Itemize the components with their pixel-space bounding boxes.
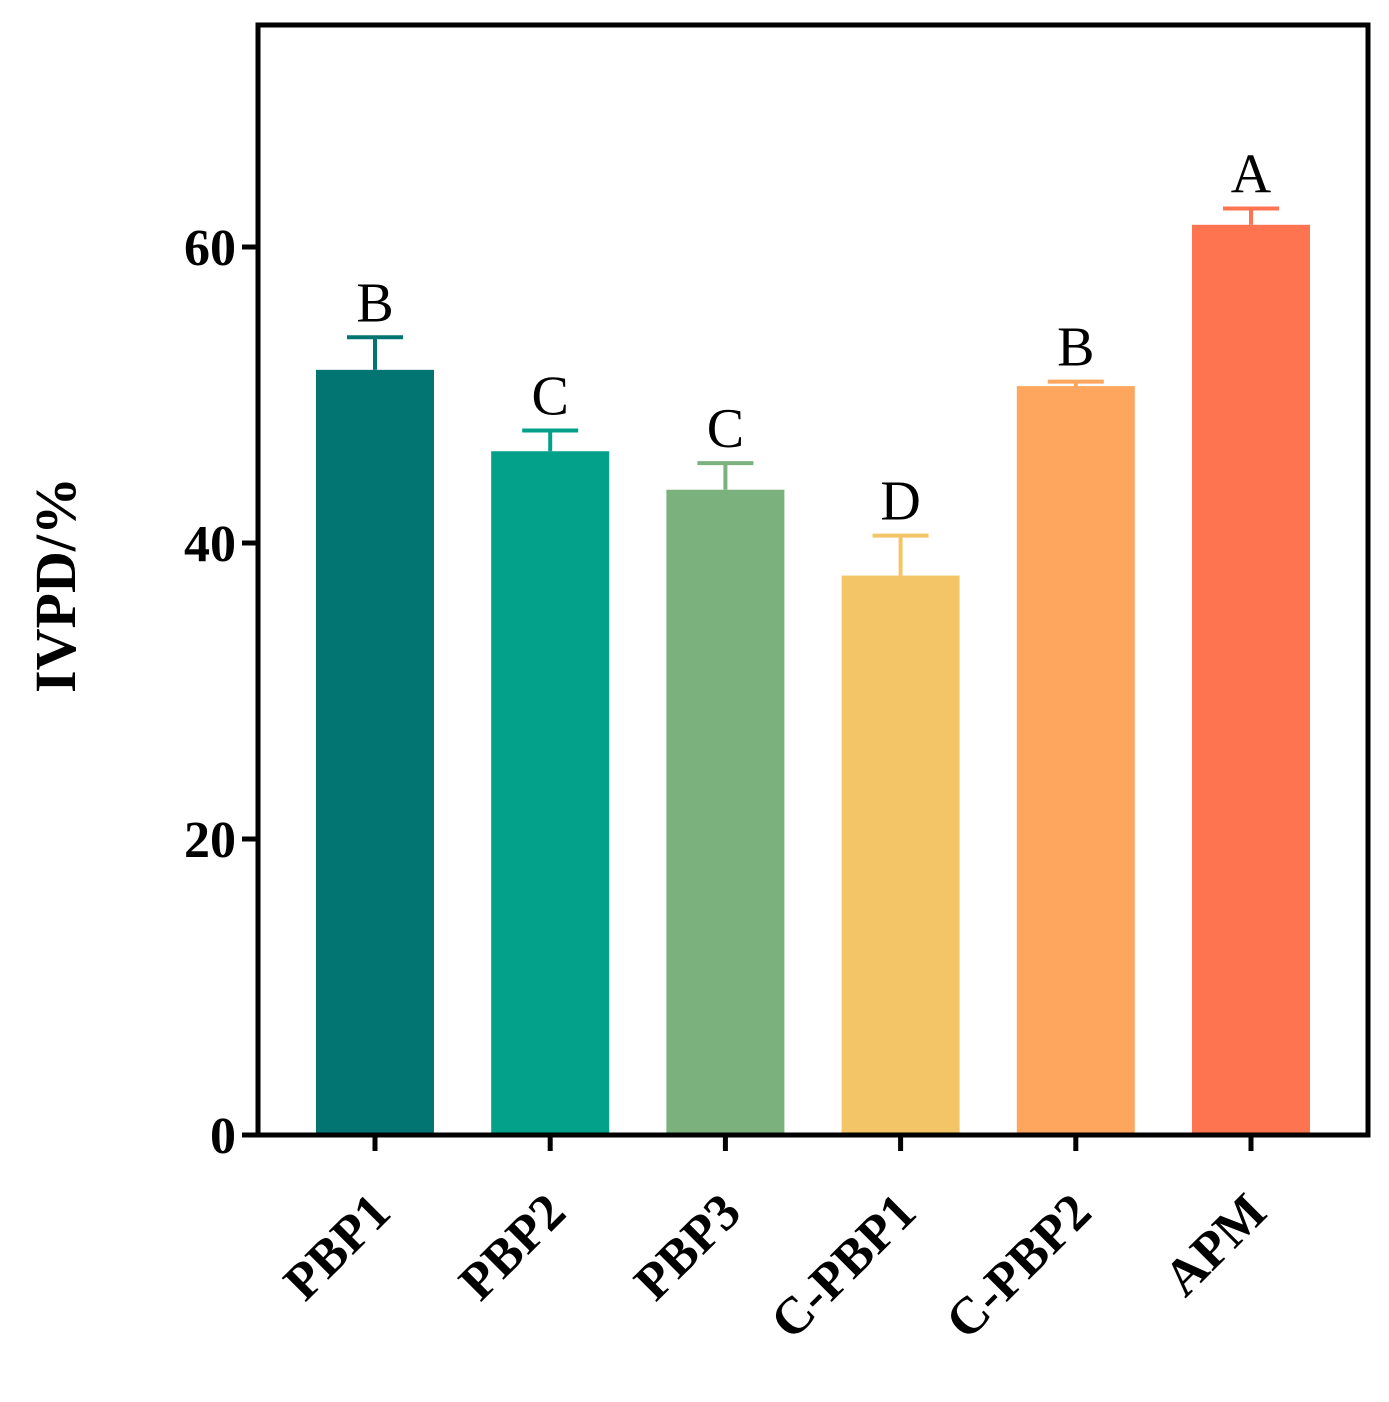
y-tick-label: 60 (184, 220, 236, 277)
significance-label-pbp3: C (707, 398, 744, 460)
error-bars-layer (347, 206, 1279, 576)
plot-frame (255, 22, 1371, 1138)
bar-pbp2 (491, 451, 610, 1135)
y-axis: 0 20 40 60 (184, 220, 258, 1165)
y-axis-title: IVPD/% (23, 477, 88, 693)
significance-label-pbp2: C (532, 366, 569, 428)
bar-apm (1192, 224, 1310, 1136)
significance-label-c-pbp1: D (880, 471, 920, 533)
significance-label-pbp1: B (356, 272, 393, 334)
x-tick-label-pbp3: PBP3 (624, 1183, 752, 1311)
bar-pbp1 (316, 369, 434, 1136)
x-tick-label-pbp2: PBP2 (449, 1183, 577, 1311)
bar-c-pbp1 (841, 575, 960, 1135)
bar-c-pbp2 (1016, 386, 1135, 1135)
x-tick-label-pbp1: PBP1 (273, 1183, 401, 1311)
x-axis: PBP1 PBP2 PBP3 C-PBP1 C-PBP2 APM (273, 1135, 1277, 1350)
x-tick-label-c-pbp2: C-PBP2 (935, 1183, 1102, 1350)
bars-layer (316, 224, 1310, 1136)
y-tick-label: 20 (184, 812, 236, 869)
significance-labels: B C C D B A (356, 144, 1271, 533)
x-tick-label-apm: APM (1153, 1183, 1277, 1307)
significance-label-c-pbp2: B (1057, 317, 1094, 379)
significance-label-apm: A (1231, 144, 1272, 206)
bar-pbp3 (666, 489, 785, 1136)
y-tick-label: 0 (210, 1108, 236, 1165)
x-tick-label-c-pbp1: C-PBP1 (760, 1183, 927, 1350)
y-tick-label: 40 (184, 516, 236, 573)
